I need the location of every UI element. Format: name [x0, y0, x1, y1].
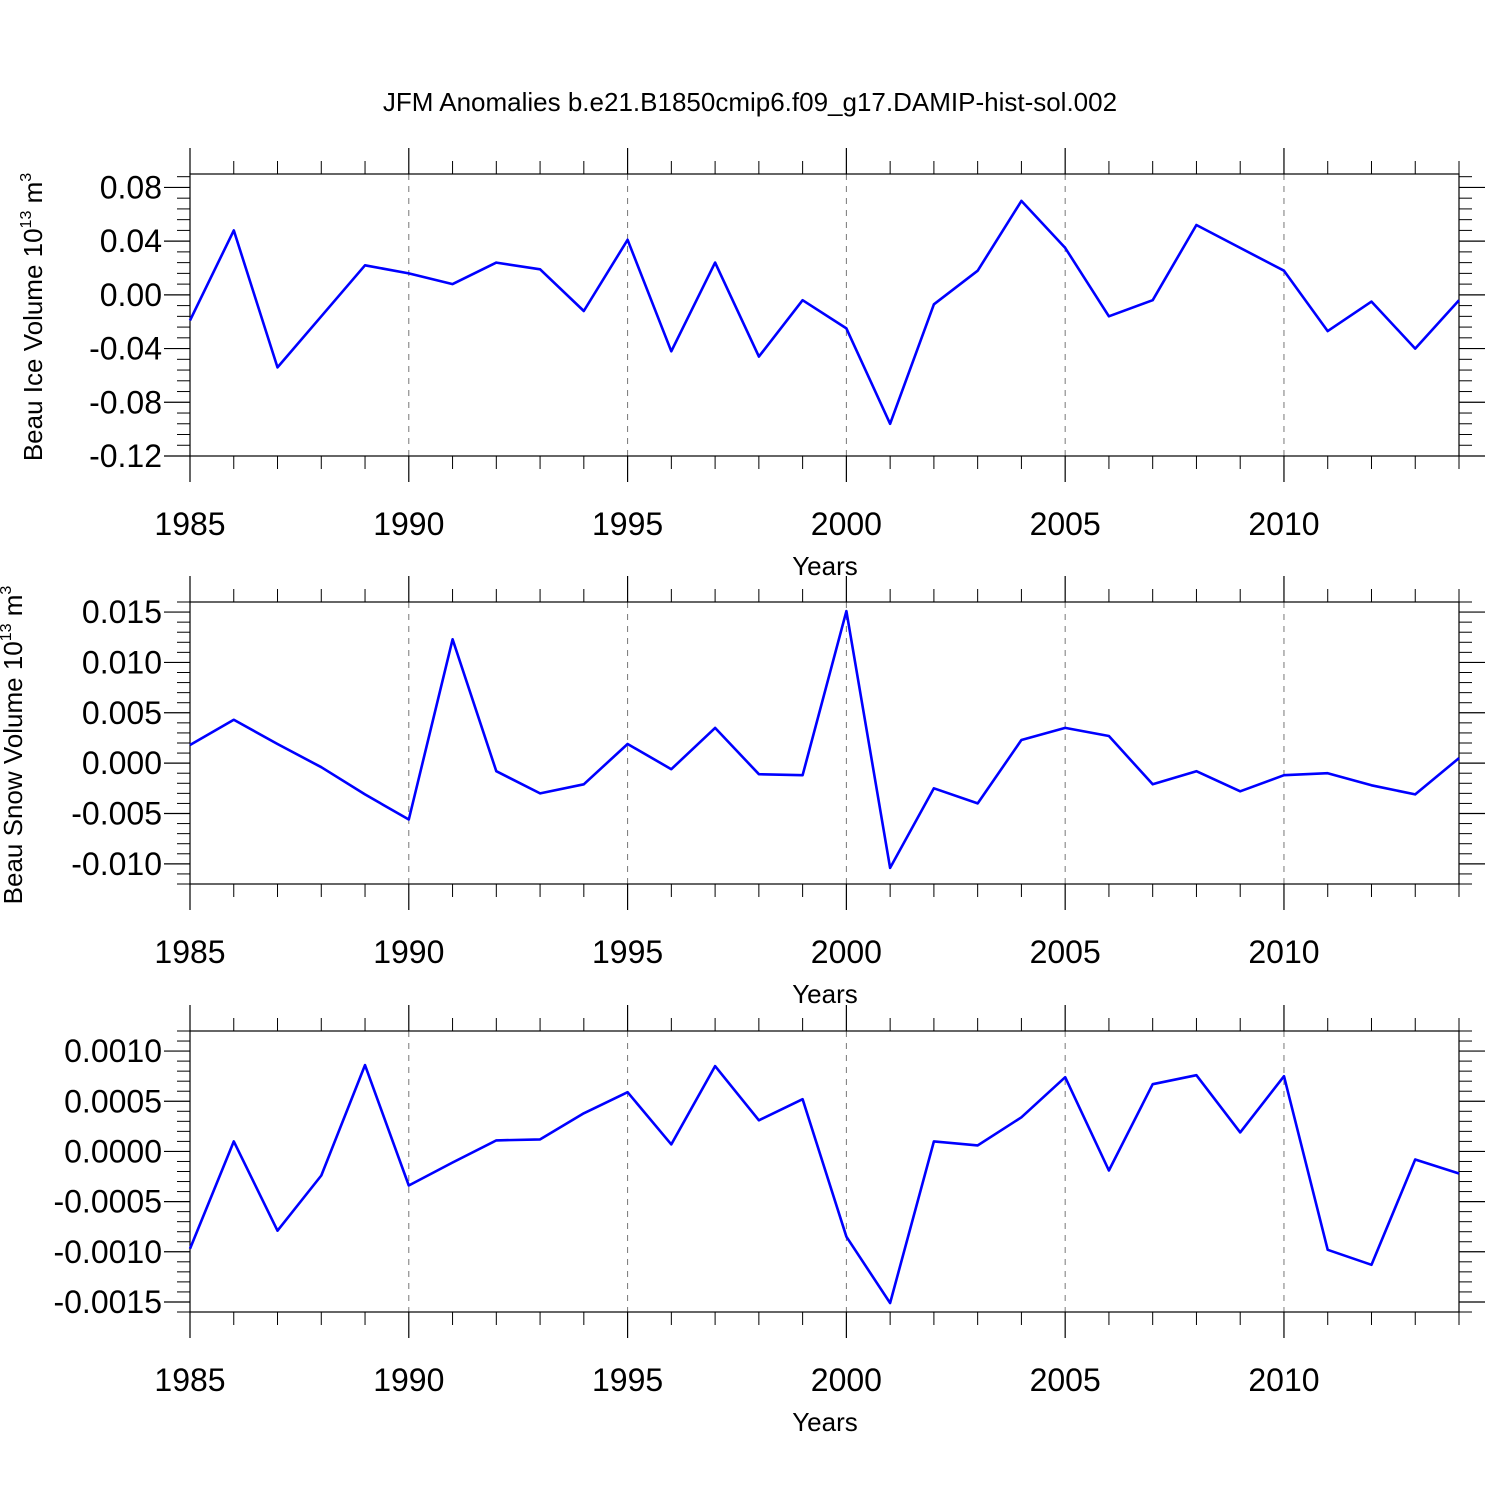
y-tick-label: -0.0010 [53, 1234, 162, 1270]
x-tick-label: 1995 [592, 934, 663, 970]
y-tick-label: 0.010 [82, 644, 162, 680]
x-tick-label: 1985 [154, 1362, 225, 1398]
y-tick-label: -0.010 [71, 846, 162, 882]
plot-frame [189, 601, 1460, 885]
x-tick-label: 1990 [373, 934, 444, 970]
series-line [188, 1063, 1460, 1305]
chart-panel-2: -0.010 -0.005 0.000 0.005 0.010 0.015 1985 1990… [0, 576, 1485, 1009]
x-tick-label: 1985 [154, 506, 225, 542]
series-line [189, 609, 1460, 870]
y-tick-label: 0.005 [82, 695, 162, 731]
y-tick-label: -0.0015 [53, 1284, 162, 1320]
x-axis-title: Years [792, 551, 858, 581]
y-tick-label: -0.08 [89, 384, 162, 420]
x-axis-title: Years [792, 979, 858, 1009]
x-tick-label: 1995 [592, 506, 663, 542]
x-tick-label: 1995 [592, 1362, 663, 1398]
chart-panel-3: -0.0015 -0.0010 -0.0005 0.0000 0.0005 0.0010 1… [53, 1005, 1485, 1437]
y-axis-title: Beau Snow Volume 1013 m3 [0, 586, 28, 905]
y-tick-label: 0.00 [100, 277, 162, 313]
series-line [188, 199, 1460, 426]
x-tick-label: 2005 [1030, 506, 1101, 542]
x-tick-label: 2010 [1248, 934, 1319, 970]
y-tick-label: 0.0010 [64, 1033, 162, 1069]
x-tick-label: 1985 [154, 934, 225, 970]
y-tick-label: 0.04 [100, 223, 162, 259]
y-tick-label: 0.0005 [64, 1083, 162, 1119]
x-tick-label: 1990 [373, 1362, 444, 1398]
chart-panel-1: -0.12 -0.08 -0.04 0.00 0.04 0.08 1985 1990 1995 2… [18, 148, 1485, 581]
x-tick-label: 2005 [1030, 1362, 1101, 1398]
plot-frame [189, 173, 1460, 457]
x-tick-label: 1990 [373, 506, 444, 542]
y-tick-label: -0.0005 [53, 1184, 162, 1220]
y-tick-label: -0.005 [71, 796, 162, 832]
y-tick-label: 0.015 [82, 594, 162, 630]
chart-panels: -0.12 -0.08 -0.04 0.00 0.04 0.08 1985 1990 1995 2… [0, 148, 1485, 1437]
y-tick-label: 0.0000 [64, 1133, 162, 1169]
x-tick-label: 2000 [811, 934, 882, 970]
x-tick-label: 2005 [1030, 934, 1101, 970]
x-tick-label: 2000 [811, 1362, 882, 1398]
y-tick-label: -0.04 [89, 331, 162, 367]
y-tick-label: 0.000 [82, 745, 162, 781]
x-tick-label: 2010 [1248, 506, 1319, 542]
y-tick-label: 0.08 [100, 169, 162, 205]
x-tick-label: 2000 [811, 506, 882, 542]
y-axis-title: Beau Ice Volume 1013 m3 [18, 173, 48, 461]
figure-title: JFM Anomalies b.e21.B1850cmip6.f09_g17.D… [383, 87, 1117, 117]
x-tick-label: 2010 [1248, 1362, 1319, 1398]
x-axis-title: Years [792, 1407, 858, 1437]
y-tick-label: -0.12 [89, 438, 162, 474]
